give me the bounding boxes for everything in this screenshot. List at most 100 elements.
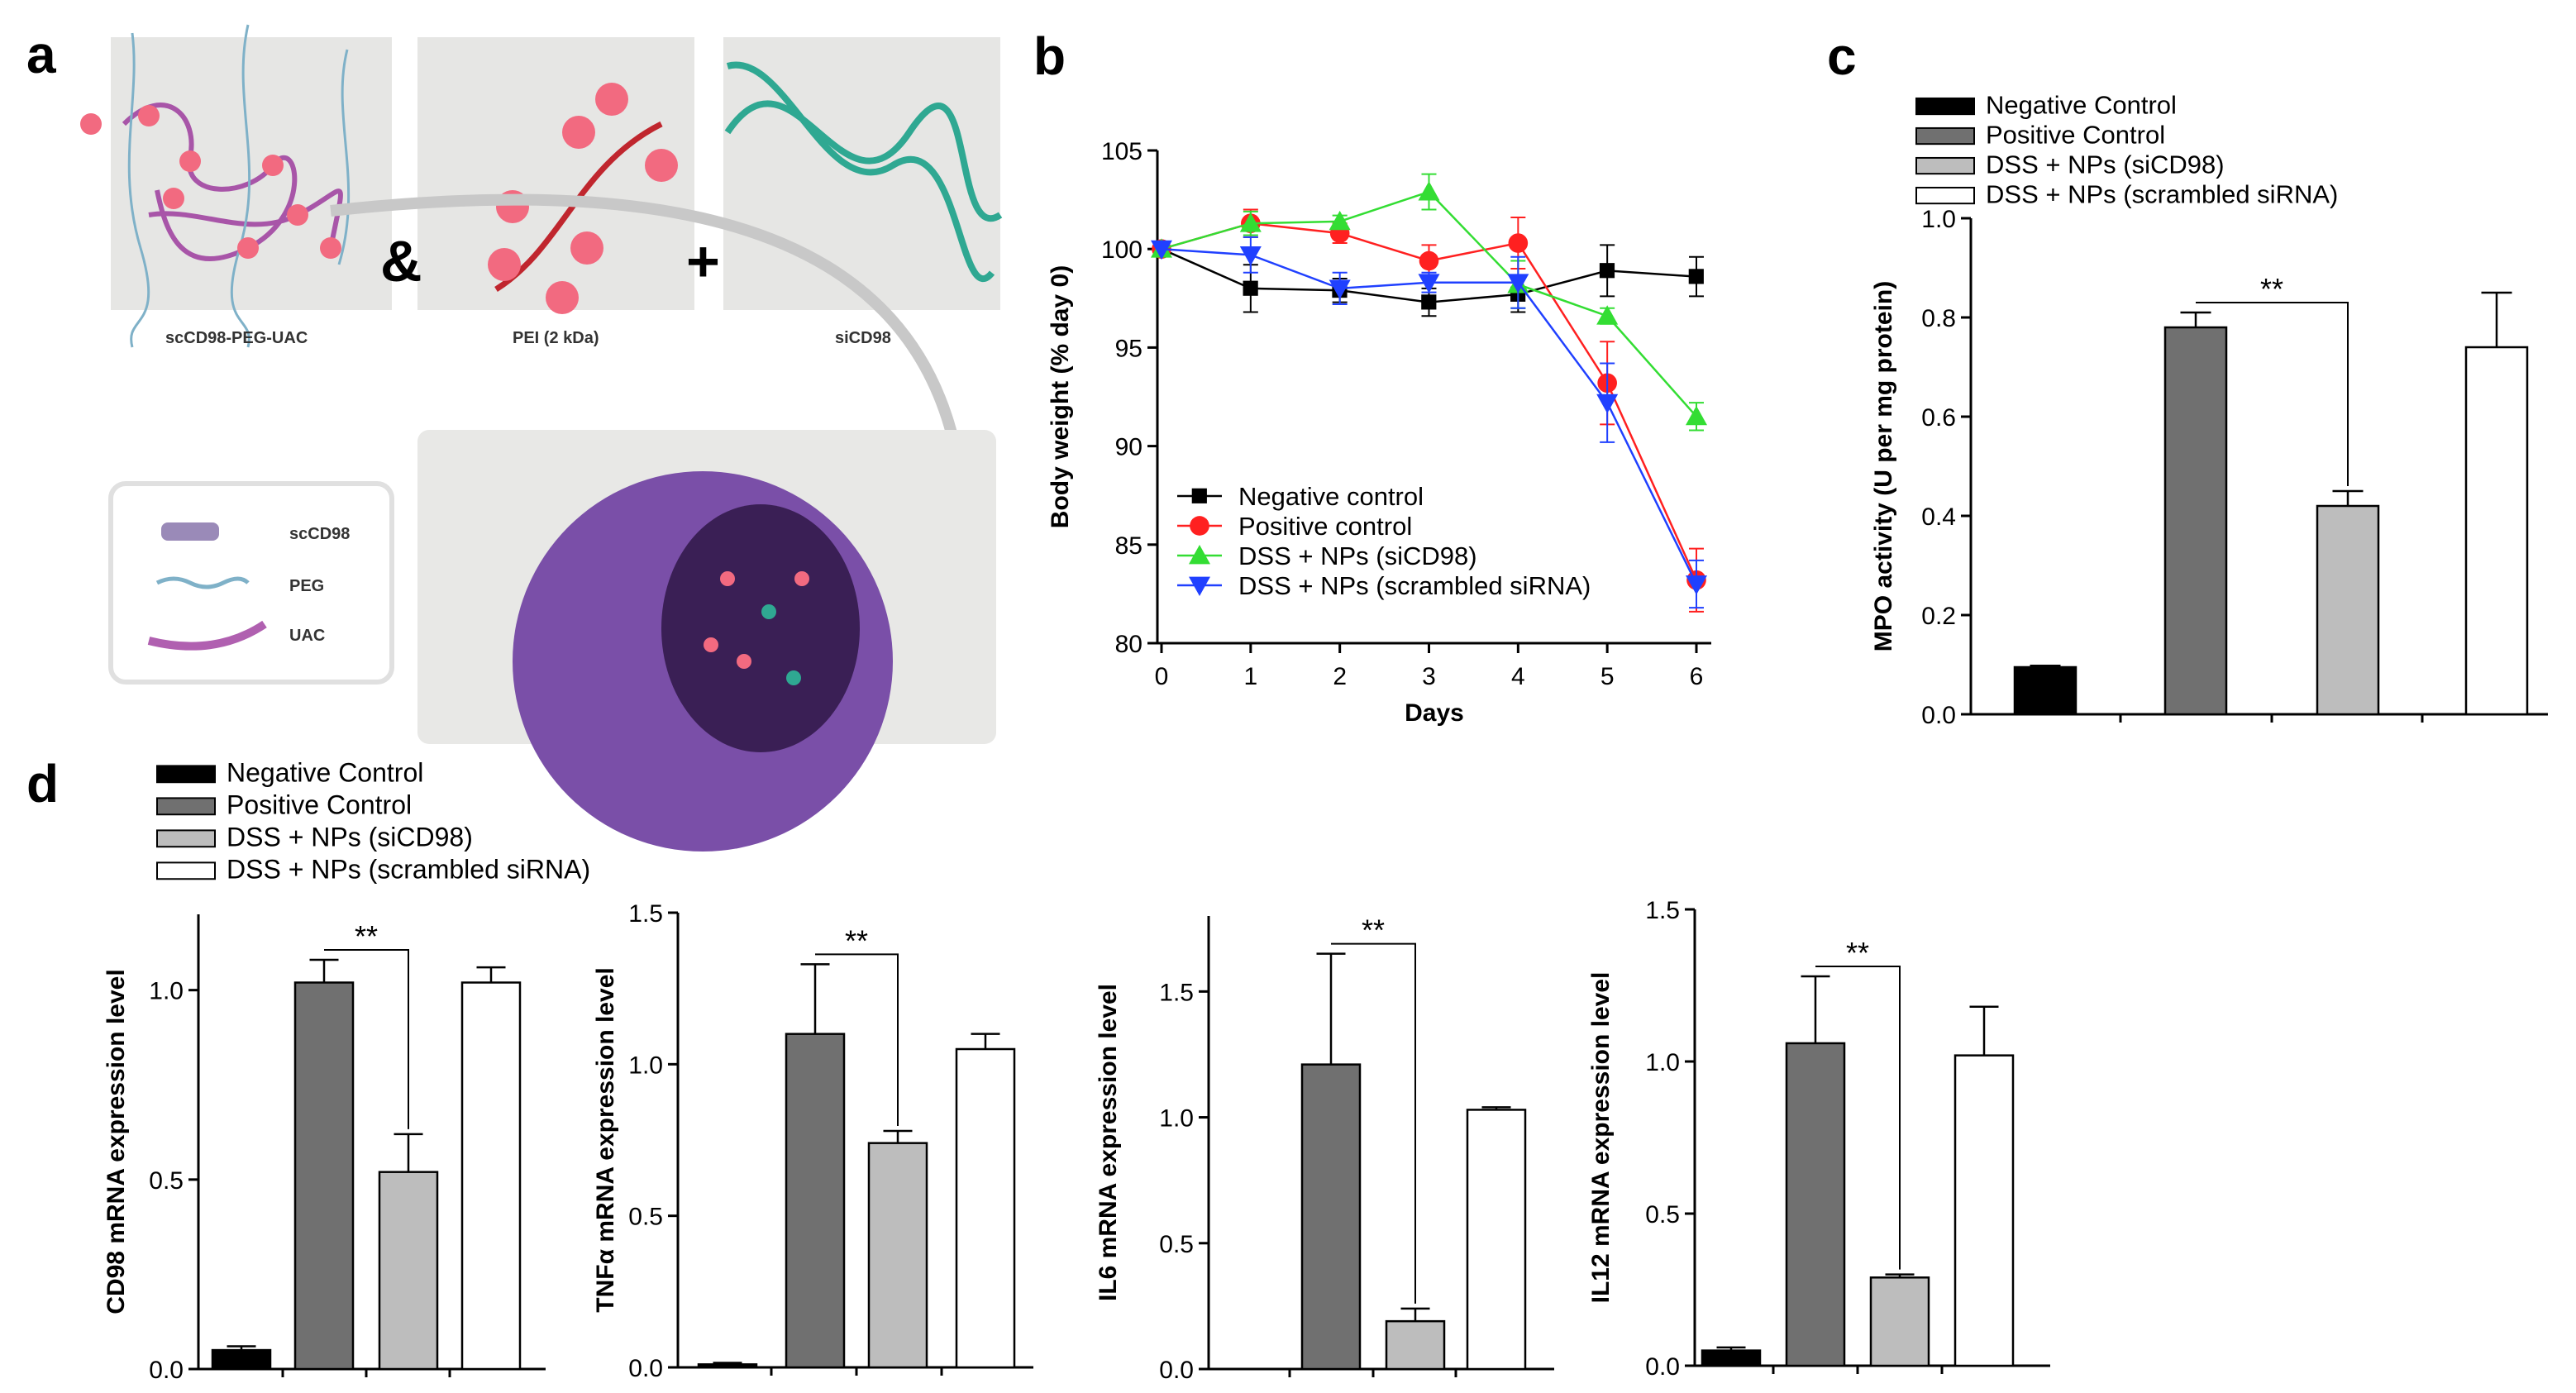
significance-bracket [324, 949, 409, 1129]
bar-2 [1869, 1276, 1930, 1367]
legend-marker [1189, 545, 1210, 565]
data-point [1686, 575, 1707, 595]
y-tick-label: 1.5 [1645, 897, 1680, 924]
body-weight-line-chart: 80 85 90 95 100 105 0 1 2 3 4 5 6 Days Body weight (% … [1047, 138, 1711, 727]
legend-swatch [1915, 186, 1975, 205]
x-tick-label: 2 [1333, 663, 1347, 690]
significance-label: ** [355, 919, 378, 953]
bar-3 [2464, 346, 2529, 716]
y-axis-title: MPO activity (U per mg protein) [1870, 281, 1897, 651]
y-tick-label: 80 [1115, 631, 1143, 658]
data-point [1418, 181, 1440, 201]
y-axis-title: IL12 mRNA expression level [1587, 972, 1615, 1304]
sccd98-icon [161, 522, 219, 541]
bar-1 [1785, 1042, 1846, 1367]
operator-and: & [380, 229, 422, 293]
subplot-3: 0.0 0.5 1.0 1.5 IL12 mRNA expression level ** [1587, 897, 2050, 1381]
data-point [1596, 305, 1619, 325]
bar-3 [1466, 1109, 1527, 1371]
bar-2 [867, 1142, 928, 1369]
data-point [1243, 280, 1258, 296]
y-tick-label: 105 [1101, 138, 1143, 165]
legend-marker [1190, 516, 1209, 536]
polymer-illustration [80, 24, 351, 348]
bar-0 [211, 1348, 272, 1371]
data-point [1419, 250, 1439, 271]
y-tick-label: 1.0 [1645, 1049, 1680, 1076]
significance-label: ** [1362, 914, 1385, 947]
bar-1 [1300, 1063, 1362, 1371]
panel-a-schematic: a scCD98-PEG-UAC PEI (2 kDa) si [26, 24, 1003, 852]
peg-icon [155, 576, 250, 589]
bar-3 [955, 1047, 1016, 1369]
data-point [1508, 233, 1529, 253]
legend-peg: PEG [289, 577, 324, 595]
x-tick-label: 1 [1243, 663, 1257, 690]
y-tick-label: 0.5 [628, 1204, 663, 1231]
y-axis-title: CD98 mRNA expression level [103, 969, 130, 1314]
legend-label: Negative Control [227, 758, 423, 788]
data-point [1596, 394, 1619, 414]
y-axis-title: TNFα mRNA expression level [592, 967, 619, 1312]
y-tick-label: 95 [1115, 335, 1143, 362]
y-tick-label: 0.0 [628, 1355, 663, 1382]
legend-label: DSS + NPs (siCD98) [1986, 150, 2225, 179]
bar-2 [2316, 504, 2380, 716]
bar-0 [697, 1363, 758, 1369]
significance-label: ** [845, 923, 868, 957]
sirna-illustration [724, 61, 1003, 283]
legend-label: Positive Control [227, 790, 412, 820]
bar-1 [293, 981, 355, 1371]
x-axis-title: Days [1405, 699, 1464, 727]
subplot-0: 0.0 0.5 1.0 CD98 mRNA expression level ** [103, 914, 546, 1384]
y-tick-label: 1.5 [1159, 979, 1194, 1006]
y-tick-label: 0.5 [1645, 1201, 1680, 1228]
bar-0 [2013, 665, 2077, 716]
legend-label: DSS + NPs (scrambled siRNA) [227, 855, 590, 885]
uac-icon [147, 620, 267, 651]
x-tick-label: 3 [1422, 663, 1436, 690]
y-tick-label: 0.0 [149, 1357, 184, 1384]
y-axis-title: Body weight (% day 0) [1047, 265, 1074, 528]
bar-2 [378, 1171, 439, 1371]
subplot-2: 0.0 0.5 1.0 1.5 IL6 mRNA expression level ** [1095, 914, 1554, 1384]
y-tick-label: 0.0 [1159, 1357, 1194, 1384]
component-label-polymer: scCD98-PEG-UAC [165, 329, 308, 347]
legend-swatch [156, 797, 216, 816]
data-point [1418, 274, 1440, 293]
series-3 [1151, 236, 1707, 609]
panel-label-c: c [1827, 26, 1857, 86]
panel-label-b: b [1033, 26, 1066, 86]
legend-uac: UAC [289, 627, 325, 645]
significance-label: ** [1846, 936, 1869, 970]
legend-marker [1189, 576, 1210, 596]
bar-3 [460, 981, 522, 1371]
data-point [1507, 274, 1529, 293]
y-axis-title: IL6 mRNA expression level [1095, 984, 1122, 1301]
legend-label: Positive Control [1986, 121, 2165, 150]
component-label-sirna: siCD98 [835, 329, 891, 347]
panel-label-d: d [26, 754, 59, 813]
panel-label-a: a [26, 25, 56, 84]
data-point [1599, 263, 1615, 279]
legend-swatch [1915, 126, 1975, 146]
legend-sccd98: scCD98 [289, 525, 350, 543]
bar-1 [785, 1033, 846, 1369]
legend-label: DSS + NPs (scrambled siRNA) [1238, 571, 1591, 600]
nanoparticle-illustration [513, 471, 893, 852]
bar-0 [1701, 1349, 1762, 1367]
subplot-1: 0.0 0.5 1.0 1.5 TNFα mRNA expression level ** [592, 900, 1033, 1382]
y-tick-label: 85 [1115, 532, 1143, 560]
legend-swatch [1915, 156, 1975, 175]
y-tick-label: 1.0 [1921, 206, 1956, 233]
component-label-pei: PEI (2 kDa) [513, 329, 599, 347]
significance-bracket [2196, 302, 2349, 486]
y-tick-label: 0.2 [1921, 603, 1956, 630]
y-tick-label: 0.6 [1921, 404, 1956, 432]
data-point [1329, 279, 1351, 299]
data-point [1239, 212, 1262, 232]
y-tick-label: 1.0 [149, 978, 184, 1005]
y-tick-label: 0.5 [1159, 1231, 1194, 1258]
